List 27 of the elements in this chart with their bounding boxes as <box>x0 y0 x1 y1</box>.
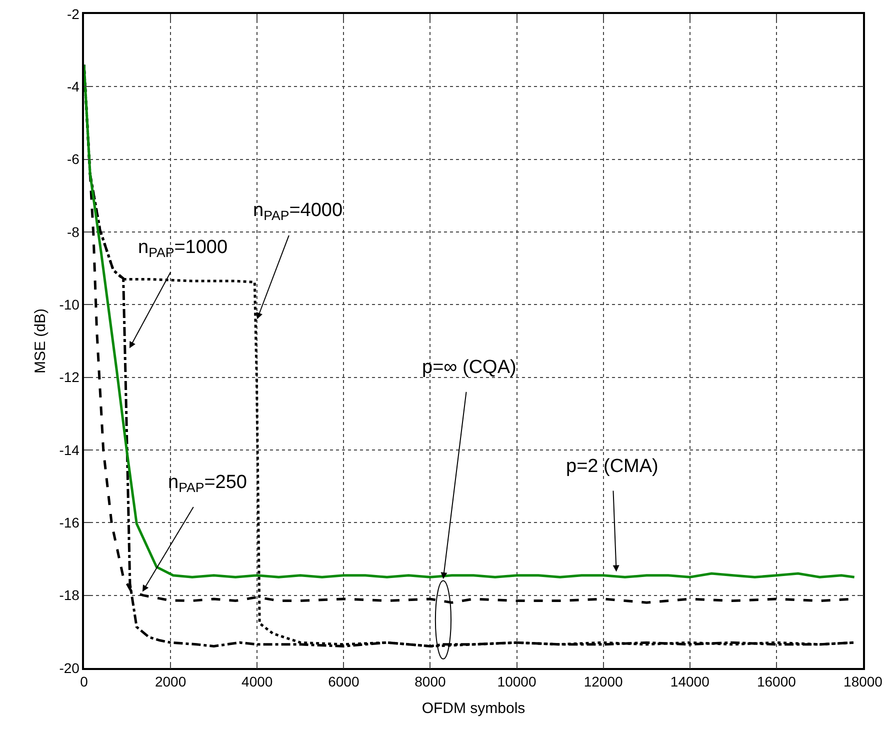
y-tick-label: -6 <box>66 151 80 168</box>
annotation: p=∞ (CQA) <box>422 357 516 378</box>
x-tick-label: 8000 <box>414 674 446 690</box>
y-tick-label: -18 <box>59 587 80 604</box>
y-tick-label: -20 <box>59 660 80 676</box>
y-tick-label: -8 <box>66 224 80 240</box>
x-tick-label: 4000 <box>242 674 273 690</box>
y-tick-label: -10 <box>59 296 80 313</box>
x-tick-label: 10000 <box>497 674 536 690</box>
annotation: n$_{PAP}$=1000 <box>138 237 228 260</box>
x-tick-label: 14000 <box>670 674 710 690</box>
x-axis-title: OFDM symbols <box>422 700 526 718</box>
x-tick-label: 16000 <box>756 674 796 690</box>
y-tick-label: -2 <box>66 6 80 22</box>
x-tick-label: 0 <box>80 674 88 690</box>
y-tick-label: -4 <box>66 78 80 95</box>
annotation: n$_{PAP}$=250 <box>168 472 247 495</box>
x-tick-label: 2000 <box>154 674 186 690</box>
y-axis-title: MSE (dB) <box>32 308 49 374</box>
x-tick-label: 6000 <box>328 674 360 690</box>
annotation: n$_{PAP}$=4000 <box>253 200 343 223</box>
y-tick-label: -16 <box>59 514 80 531</box>
y-tick-label: -12 <box>59 369 80 386</box>
y-tick-label: -14 <box>59 442 80 458</box>
x-tick-label: 18000 <box>844 674 883 690</box>
annotation: p=2 (CMA) <box>566 456 658 477</box>
x-tick-label: 12000 <box>584 674 624 690</box>
